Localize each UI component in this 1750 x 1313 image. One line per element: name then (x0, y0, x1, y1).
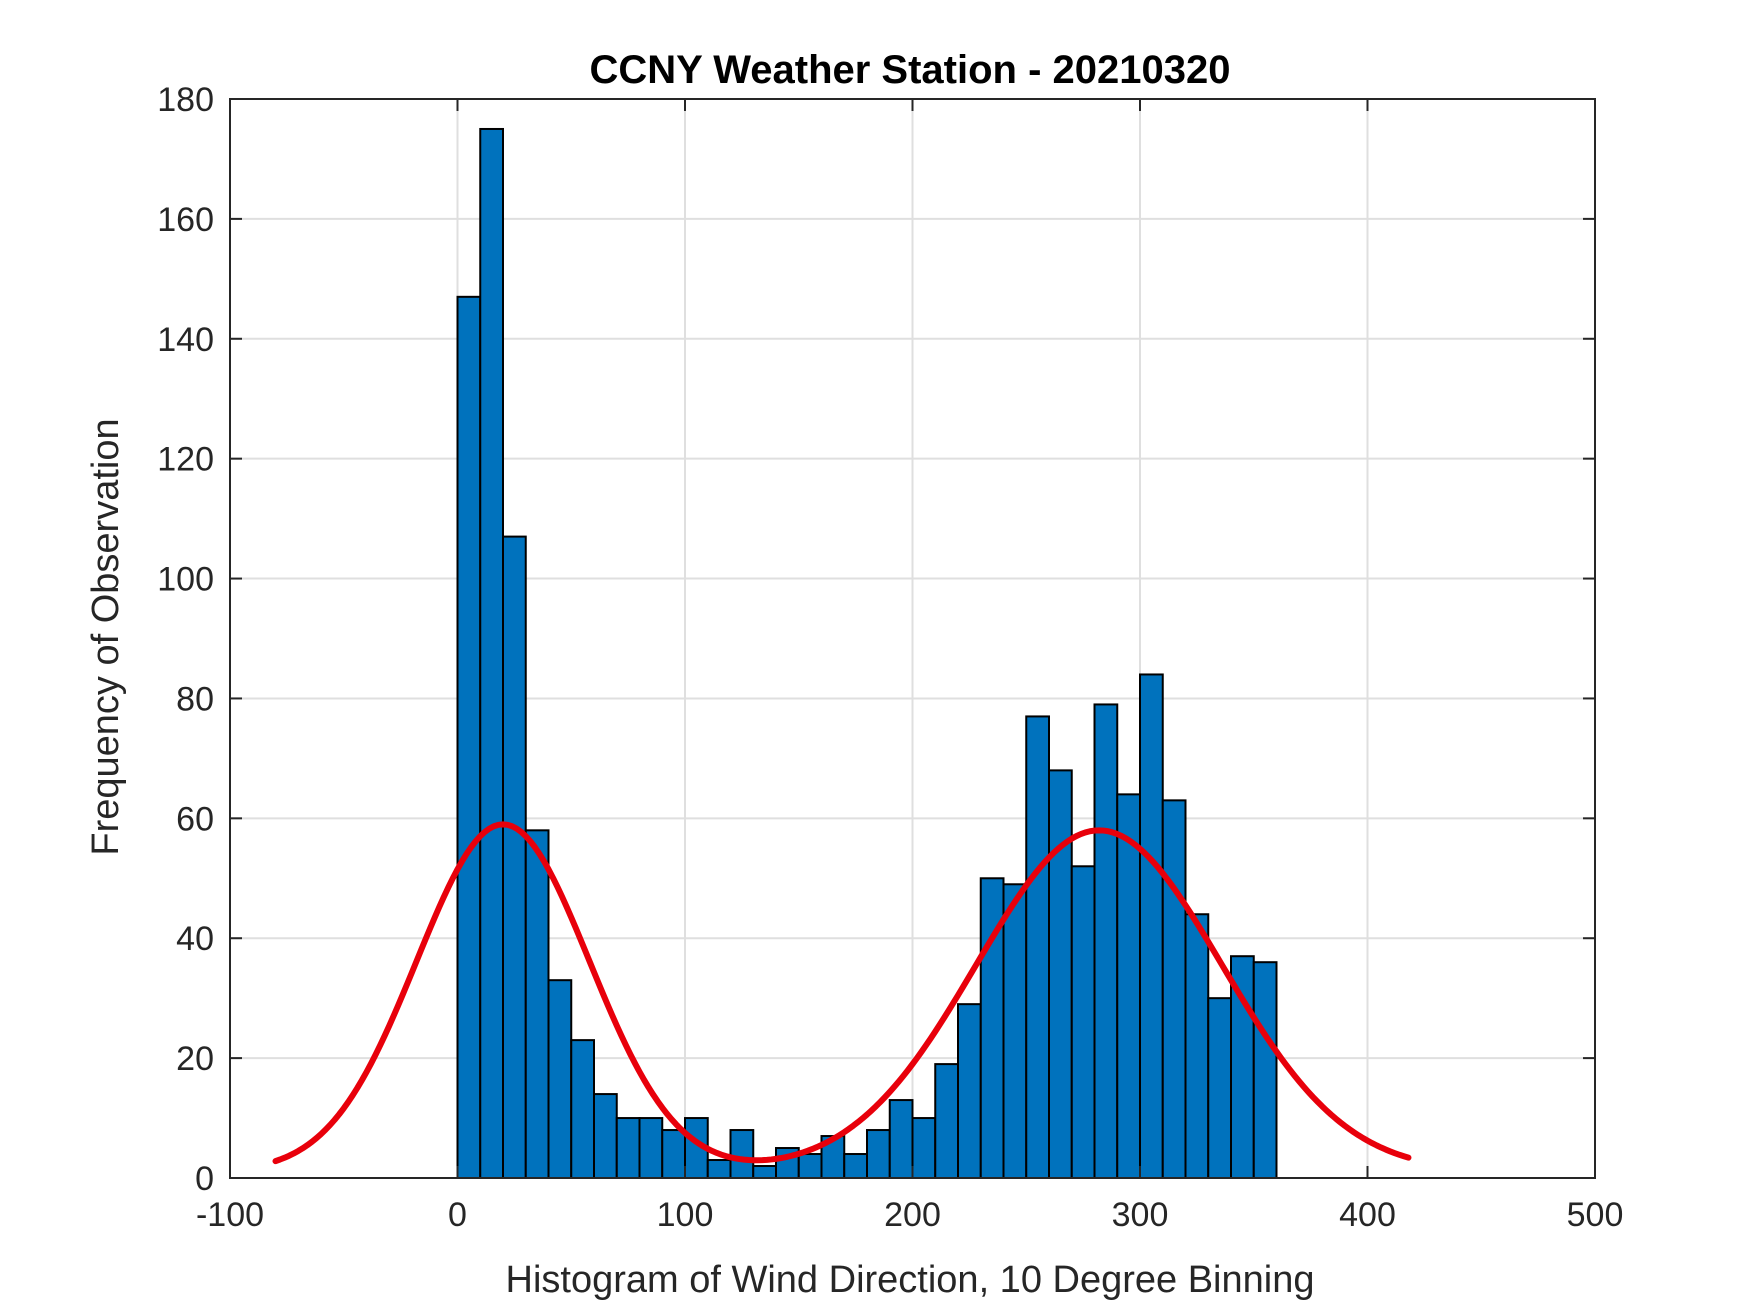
histogram-bar (1184, 913, 1210, 1179)
chart-title: CCNY Weather Station - 20210320 (590, 48, 1231, 92)
histogram-bar (1207, 997, 1232, 1180)
y-tick-label: 60 (176, 800, 214, 838)
histogram-bar (615, 1117, 641, 1179)
tick-marks (229, 98, 1596, 1179)
histogram-bar (479, 127, 504, 1180)
histogram-bar (547, 979, 573, 1180)
y-tick-label: 40 (176, 920, 214, 958)
histogram-bar (752, 1165, 777, 1179)
histogram-bar (797, 1153, 823, 1179)
y-tick-label: 100 (157, 561, 214, 599)
x-axis-label: Histogram of Wind Direction, 10 Degree B… (506, 1259, 1315, 1301)
histogram-bar (661, 1129, 686, 1179)
histogram-bar (502, 535, 527, 1179)
histogram-bar (1093, 703, 1119, 1179)
histogram-bar (1139, 673, 1164, 1179)
histogram-bar (843, 1153, 868, 1179)
y-tick-label: 120 (157, 441, 214, 479)
y-tick-label: 180 (157, 81, 214, 119)
x-tick-label: 300 (1112, 1196, 1169, 1234)
y-tick-label: 20 (176, 1040, 214, 1078)
histogram-bar (524, 829, 550, 1179)
fit-curve (272, 821, 1412, 1165)
y-tick-label: 160 (157, 201, 214, 239)
histogram-bar (638, 1117, 664, 1179)
x-tick-label: 0 (448, 1196, 467, 1234)
histogram-bar (1116, 793, 1141, 1179)
y-tick-label: 80 (176, 680, 214, 718)
x-tick-label: 200 (884, 1196, 941, 1234)
histogram-bar (1048, 769, 1073, 1180)
histogram-bar (1161, 799, 1187, 1179)
histogram-bar (888, 1099, 914, 1180)
histogram-bar (1002, 883, 1028, 1179)
histogram-bar (957, 1003, 982, 1180)
x-tick-label: 100 (657, 1196, 714, 1234)
y-tick-labels: 0 20 40 60 80 100 120 140 160 180 (157, 81, 214, 1198)
histogram-bar (934, 1063, 959, 1180)
histogram-bar (1252, 961, 1278, 1180)
x-tick-label: 500 (1567, 1196, 1624, 1234)
y-axis-label: Frequency of Observation (85, 418, 127, 855)
histogram-bars (456, 127, 1278, 1180)
histogram-bar (866, 1129, 891, 1179)
x-tick-label: -100 (196, 1196, 264, 1234)
histogram-bar (706, 1159, 732, 1180)
histogram-bar (1025, 715, 1050, 1180)
histogram-bar (570, 1039, 595, 1180)
x-tick-labels: -100 0 100 200 300 400 500 (196, 1196, 1623, 1234)
histogram-bar (911, 1117, 937, 1179)
histogram-bar (729, 1129, 755, 1179)
x-tick-label: 400 (1339, 1196, 1396, 1234)
y-tick-label: 140 (157, 321, 214, 359)
histogram-bar (456, 295, 482, 1180)
histogram-bar (1070, 865, 1096, 1179)
histogram-bar (593, 1093, 618, 1179)
y-tick-label: 0 (195, 1160, 214, 1198)
